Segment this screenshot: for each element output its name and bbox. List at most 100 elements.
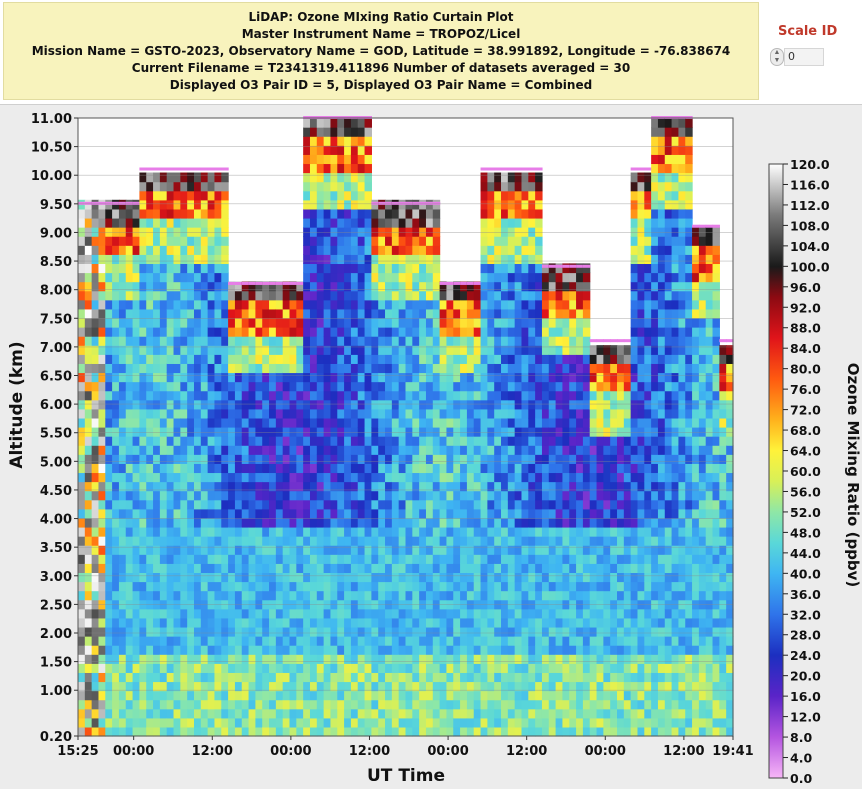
heatmap-cell [289,572,297,583]
heatmap-cell [460,499,468,510]
heatmap-cell [617,463,625,474]
heatmap-cell [350,236,359,246]
heatmap-cell [610,472,618,483]
heatmap-cell [623,572,632,583]
heatmap-cell [439,363,448,374]
heatmap-cell [466,281,475,292]
heatmap-cell [548,636,557,646]
heatmap-cell [112,427,120,437]
scale-id-input[interactable]: 0 [784,48,824,66]
heatmap-cell [323,608,332,619]
heatmap-cell [582,545,591,555]
heatmap-cell [419,708,427,719]
data-top-marker [153,167,161,171]
heatmap-cell [337,645,345,655]
heatmap-cell [378,427,386,437]
heatmap-cell [214,263,222,274]
heatmap-cell [269,590,277,601]
heatmap-cell [419,463,427,474]
heatmap-cell [139,372,147,383]
heatmap-cell [473,717,482,728]
heatmap-cell [296,526,304,537]
heatmap-cell [146,408,154,419]
heatmap-cell [405,272,413,283]
heatmap-cell [405,663,413,673]
heatmap-cell [501,172,509,183]
heatmap-cell [228,399,236,410]
heatmap-cell [623,672,632,683]
heatmap-cell [480,654,488,664]
heatmap-cell [166,690,175,701]
heatmap-cell [98,608,106,619]
heatmap-cell [330,581,338,592]
heatmap-cell [487,699,495,710]
heatmap-cell [514,681,523,692]
heatmap-cell [378,636,386,646]
heatmap-cell [153,590,161,601]
heatmap-cell [494,463,502,474]
heatmap-cell [323,254,332,265]
data-top-marker [398,201,407,205]
data-top-marker [255,281,263,285]
heatmap-cell [487,336,495,346]
heatmap-cell [159,708,168,719]
heatmap-cell [200,254,209,265]
heatmap-cell [630,563,639,574]
heatmap-cell [118,354,127,364]
heatmap-cell [187,590,195,601]
heatmap-cell [269,499,277,510]
heatmap-cell [398,536,407,546]
heatmap-cell [193,590,202,601]
heatmap-cell [337,381,345,392]
heatmap-cell [125,363,134,374]
heatmap-cell [357,672,366,683]
heatmap-cell [132,699,140,710]
heatmap-cell [596,717,604,728]
heatmap-cell [487,463,495,474]
heatmap-cell [207,636,216,646]
heatmap-cell [187,554,195,564]
heatmap-cell [576,263,584,274]
heatmap-cell [303,199,311,210]
heatmap-cell [528,299,536,310]
heatmap-cell [234,299,243,310]
heatmap-cell [350,717,359,728]
heatmap-cell [296,572,304,583]
heatmap-cell [350,172,359,183]
heatmap-cell [337,554,345,564]
heatmap-cell [173,299,181,310]
heatmap-cell [296,699,304,710]
heatmap-cell [125,617,134,628]
scale-id-spinner[interactable]: ▲ ▼ [770,48,784,66]
heatmap-cell [166,590,175,601]
heatmap-cell [419,372,427,383]
heatmap-cell [535,508,543,519]
heatmap-cell [98,299,106,310]
heatmap-cell [350,272,359,283]
heatmap-cell [139,581,147,592]
heatmap-cell [419,345,427,355]
heatmap-cell [166,626,175,637]
heatmap-cell [494,508,502,519]
heatmap-cell [521,336,529,346]
heatmap-cell [507,536,516,546]
heatmap-cell [589,717,598,728]
heatmap-cell [535,717,543,728]
heatmap-cell [118,636,127,646]
heatmap-cell [303,408,311,419]
heatmap-cell [234,626,243,637]
heatmap-cell [350,499,359,510]
heatmap-cell [214,345,222,355]
heatmap-cell [371,327,379,337]
heatmap-cell [371,417,379,428]
heatmap-cell [473,399,482,410]
heatmap-cell [637,672,645,683]
heatmap-cell [330,626,338,637]
heatmap-cell [528,327,536,337]
heatmap-cell [528,645,536,655]
heatmap-cell [228,654,236,664]
heatmap-cell [412,263,420,274]
heatmap-cell [432,363,441,374]
heatmap-cell [132,345,140,355]
heatmap-cell [262,672,270,683]
